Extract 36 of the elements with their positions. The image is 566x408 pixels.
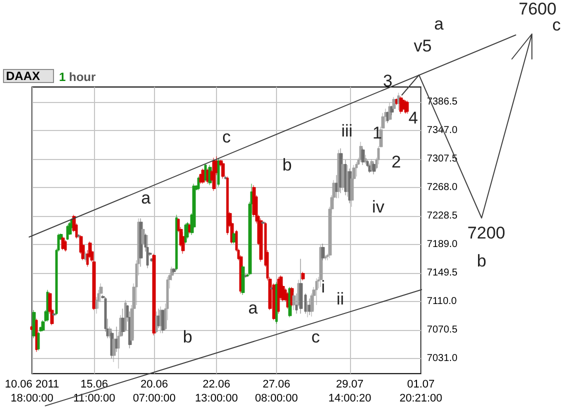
x-tick-label: 10.06 2011 18:00:00 [4,378,60,405]
annotation: 2 [391,152,401,172]
annotation: ii [336,290,344,308]
annotation: a [141,188,152,208]
x-tick-label: 29.07 14:00:20 [328,378,372,405]
text: b [476,252,486,270]
annotation: i [321,278,326,296]
x-tick-label: 01.07 20:21:00 [399,378,442,405]
annotation: a [248,298,258,318]
text: c [552,16,562,34]
chart-title: DAAX [6,69,40,83]
text: 7200 [467,224,506,242]
chart-subtitle: 1 hour [59,70,96,84]
annotation: b [182,328,192,346]
annotation: iv [372,198,385,216]
annotation: 1 [372,124,382,142]
y-tick-label: 7189.0 [426,238,458,250]
annotation: 3 [382,72,392,90]
y-tick-label: 7070.5 [426,324,458,336]
text: 7600 [518,0,556,18]
x-tick-label: 27.06 08:00:00 [255,378,298,405]
y-tick-label: 7031.0 [426,352,458,364]
y-tick-label: 7268.0 [426,182,458,193]
x-tick-label: 20.06 07:00:00 [132,378,176,405]
y-tick-label: 7110.0 [426,296,458,307]
annotation: 4 [408,108,418,128]
annotation: c [222,128,232,146]
x-tick-label: 22.06 13:00:00 [195,378,238,405]
annotation: c [311,328,320,346]
annotation: iii [341,122,353,140]
annotation: b [282,156,292,174]
text: v5 [414,36,432,56]
y-tick-label: 7228.5 [426,210,458,222]
y-tick-label: 7149.5 [426,267,458,278]
text: a [434,14,444,34]
x-tick-label: 15.06 11:00:00 [73,378,116,405]
